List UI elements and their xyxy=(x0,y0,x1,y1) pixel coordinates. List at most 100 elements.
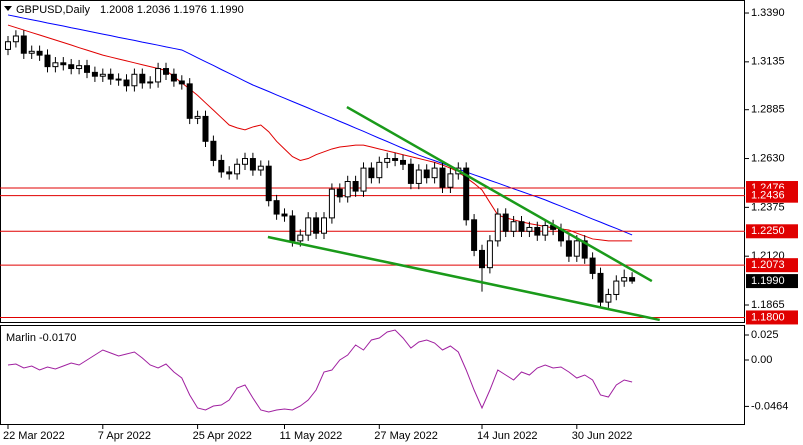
main-panel xyxy=(0,0,745,323)
candle-body xyxy=(107,73,114,80)
level-label: 1.2073 xyxy=(751,259,785,271)
candle-body xyxy=(565,240,572,257)
candle-body xyxy=(194,115,201,119)
y-tick-label: 1.2630 xyxy=(751,152,785,164)
indicator-panel xyxy=(0,325,745,425)
level-label-box xyxy=(746,224,798,239)
candle-body xyxy=(313,217,320,234)
x-tick-label: 22 Mar 2022 xyxy=(3,430,65,442)
candle-body xyxy=(423,169,430,179)
candle-body xyxy=(352,181,359,192)
y-tick-label: 1.2375 xyxy=(751,201,785,213)
level-label-box xyxy=(746,188,798,203)
candle-body xyxy=(12,35,19,43)
level-label-box xyxy=(746,258,798,273)
candle-body xyxy=(581,240,588,259)
candle-body xyxy=(510,221,517,232)
candle-body xyxy=(621,277,628,282)
candle-body xyxy=(226,171,233,175)
candle-body xyxy=(573,240,580,257)
candle-body xyxy=(163,68,169,75)
candle-body xyxy=(415,169,422,184)
candle-body xyxy=(281,213,288,217)
candle-body xyxy=(328,188,335,219)
candle-body xyxy=(502,213,509,232)
y-tick-label: 0.025 xyxy=(751,329,779,341)
candle-body xyxy=(542,225,549,236)
level-label: 1.2436 xyxy=(751,190,785,202)
candle-body xyxy=(589,257,596,274)
indicator-line xyxy=(7,329,633,413)
moving-average xyxy=(7,24,633,242)
candle-body xyxy=(28,50,35,54)
candle-body xyxy=(384,158,391,163)
candle-body xyxy=(84,65,90,73)
level-label: 1.1800 xyxy=(751,311,785,323)
candle-body xyxy=(44,54,51,68)
candle-body xyxy=(147,81,154,84)
candle-body xyxy=(629,277,636,282)
candle-body xyxy=(392,158,399,161)
candle-body xyxy=(376,161,383,179)
candle-body xyxy=(368,167,375,179)
ohlc-label: 1.2008 1.2036 1.1976 1.1990 xyxy=(100,4,244,16)
trendline xyxy=(346,105,653,283)
candle-body xyxy=(400,159,406,165)
candle-body xyxy=(60,62,67,66)
candle-body xyxy=(20,35,27,54)
candle-body xyxy=(289,215,296,242)
candle-body xyxy=(305,217,312,236)
candle-body xyxy=(170,73,177,82)
y-tick-label: 1.3390 xyxy=(751,7,785,19)
candle-body xyxy=(178,80,185,85)
last-price-label: 1.1990 xyxy=(751,275,785,287)
candle-body xyxy=(321,217,327,234)
candle-body xyxy=(486,240,493,269)
moving-average xyxy=(7,14,633,236)
candle-body xyxy=(265,165,272,202)
candle-body xyxy=(336,188,343,198)
candle-body xyxy=(479,249,485,269)
candle-body xyxy=(605,293,612,303)
candle-body xyxy=(534,226,541,236)
candle-body xyxy=(91,71,98,77)
candle-body xyxy=(115,78,122,81)
candle-body xyxy=(447,173,454,188)
candle-body xyxy=(68,64,75,70)
indicator-title: Marlin -0.0170 xyxy=(6,332,76,344)
x-tick-label: 11 May 2022 xyxy=(280,430,343,442)
trendline xyxy=(267,235,661,322)
candle-body xyxy=(597,272,604,303)
candle-body xyxy=(155,68,162,83)
candle-body xyxy=(242,158,248,165)
y-tick-label: 1.3135 xyxy=(751,56,785,68)
x-tick-label: 14 Jun 2022 xyxy=(477,430,538,442)
candle-body xyxy=(344,181,351,198)
candle-body xyxy=(36,50,43,56)
candle-body xyxy=(123,79,130,87)
candle-body xyxy=(613,280,620,295)
candle-body xyxy=(494,213,501,242)
candle-body xyxy=(99,73,106,77)
candle-body xyxy=(518,221,525,232)
candle-body xyxy=(5,41,11,50)
menu-triangle xyxy=(4,6,12,11)
candle-body xyxy=(257,165,264,171)
candle-body xyxy=(297,234,304,242)
x-tick-label: 27 May 2022 xyxy=(374,430,438,442)
candle-body xyxy=(526,226,533,232)
chart-title: GBPUSD,Daily xyxy=(16,4,90,16)
candle-body xyxy=(76,65,83,70)
candle-body xyxy=(360,167,367,192)
candle-body xyxy=(471,219,478,251)
candle-body xyxy=(463,167,470,221)
level-label-box xyxy=(746,310,798,325)
candle-body xyxy=(139,73,146,84)
x-tick-label: 30 Jun 2022 xyxy=(572,430,633,442)
level-label: 1.2250 xyxy=(751,225,785,237)
candle-body xyxy=(186,83,193,119)
candle-body xyxy=(407,163,414,184)
candle-body xyxy=(431,167,438,179)
